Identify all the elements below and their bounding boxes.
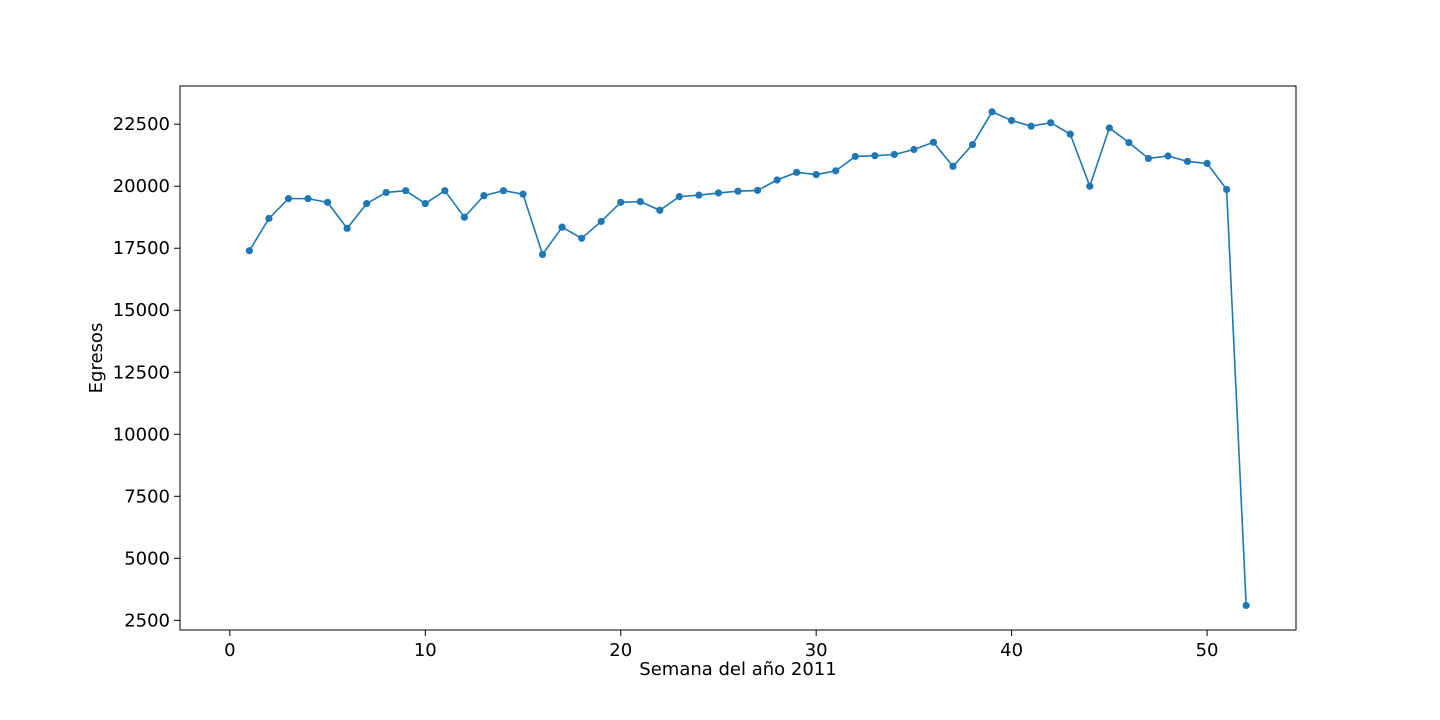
data-point <box>910 145 918 154</box>
data-point <box>793 168 801 176</box>
x-tick-label: 50 <box>1196 640 1219 661</box>
data-point <box>558 223 566 231</box>
x-axis-label: Semana del año 2011 <box>639 659 836 680</box>
plot-area-background <box>180 86 1296 630</box>
y-tick-label: 15000 <box>113 300 170 321</box>
data-point <box>1223 185 1231 194</box>
data-point <box>871 152 879 160</box>
y-tick-label: 5000 <box>124 548 170 569</box>
data-point <box>499 187 508 195</box>
data-point <box>675 193 683 201</box>
data-point <box>929 138 938 146</box>
x-tick-label: 10 <box>414 640 437 661</box>
data-point <box>441 187 449 195</box>
y-tick-label: 20000 <box>113 176 170 197</box>
data-point <box>714 189 723 197</box>
data-point <box>968 140 977 149</box>
series-layer <box>245 108 1250 610</box>
y-tick-label: 22500 <box>113 114 170 135</box>
y-tick-label: 2500 <box>124 610 170 631</box>
data-point <box>343 224 351 232</box>
data-point <box>949 162 957 170</box>
data-point <box>1027 122 1035 130</box>
data-point <box>851 152 859 161</box>
data-point <box>617 198 625 206</box>
y-axis-label: Egresos <box>86 323 107 394</box>
data-point <box>597 217 605 226</box>
data-point <box>382 188 390 197</box>
data-point <box>1125 138 1133 147</box>
y-tick-label: 7500 <box>124 486 170 507</box>
data-point <box>1066 130 1074 138</box>
data-point <box>578 234 586 242</box>
plot-area-frame <box>179 85 1297 631</box>
y-tick-label: 12500 <box>113 362 170 383</box>
data-point <box>890 150 898 159</box>
data-point <box>636 197 644 206</box>
data-point <box>1105 124 1113 132</box>
data-point <box>656 206 664 214</box>
y-axis-ticks: 2500 5000 7500 10000 12500 15000 17500 20000 225… <box>113 114 180 631</box>
data-point <box>695 191 703 199</box>
data-point <box>1144 154 1153 163</box>
data-point <box>832 167 840 175</box>
data-point <box>304 195 312 203</box>
data-point <box>1164 152 1172 160</box>
data-point <box>734 187 742 195</box>
x-tick-label: 20 <box>609 640 632 661</box>
data-point <box>753 186 762 195</box>
data-point <box>1203 159 1211 167</box>
data-point <box>538 250 547 259</box>
data-point <box>1047 119 1055 127</box>
y-tick-label: 10000 <box>113 424 170 445</box>
x-tick-label: 0 <box>224 640 235 661</box>
x-axis-ticks: 0 10 20 30 40 50 <box>224 630 1219 661</box>
data-point <box>519 190 527 198</box>
data-point <box>773 176 781 184</box>
data-point <box>363 199 371 208</box>
data-point <box>1086 182 1094 190</box>
series-line <box>248 110 1247 606</box>
data-point <box>421 199 429 208</box>
data-point <box>812 170 820 179</box>
data-point <box>245 247 253 255</box>
data-point <box>1008 116 1016 125</box>
data-point <box>323 198 332 206</box>
data-point <box>480 192 488 200</box>
data-point <box>988 108 996 116</box>
data-point <box>1242 601 1250 610</box>
data-point <box>1183 157 1192 166</box>
data-point <box>460 213 468 221</box>
y-tick-label: 17500 <box>113 238 170 259</box>
x-tick-label: 30 <box>805 640 828 661</box>
x-tick-label: 40 <box>1000 640 1023 661</box>
data-point <box>284 195 293 203</box>
data-point <box>265 214 273 223</box>
data-point <box>402 187 410 195</box>
